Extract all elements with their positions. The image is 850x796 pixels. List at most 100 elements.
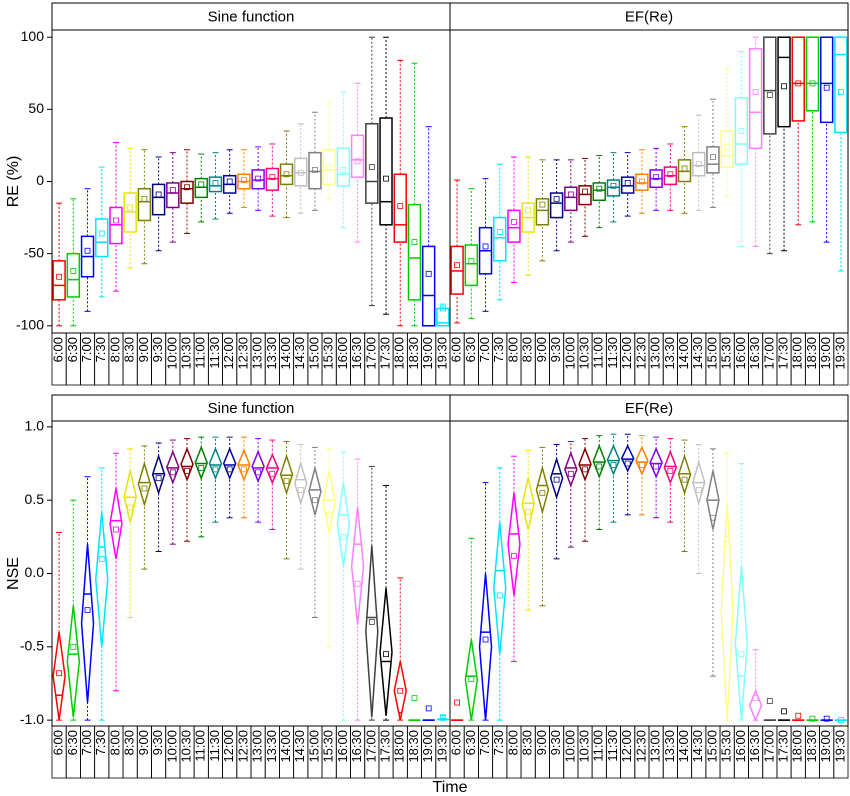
- x-tick-label: 17:00: [363, 337, 378, 370]
- box: [66, 252, 81, 298]
- mean: [553, 476, 560, 483]
- mean: [781, 708, 787, 715]
- diamond: [635, 445, 649, 476]
- x-tick-label: 18:00: [790, 337, 805, 370]
- box: [421, 245, 436, 327]
- x-tick-label: 10:30: [178, 730, 193, 763]
- x-tick-label: 12:00: [619, 730, 634, 763]
- y-tick-label: 0.0: [25, 564, 45, 580]
- x-label-cell: [833, 332, 849, 386]
- mean: [354, 580, 361, 587]
- x-tick-label: 12:30: [235, 337, 250, 370]
- mean: [582, 466, 588, 473]
- x-tick-label: 17:00: [761, 730, 776, 763]
- mean: [837, 717, 844, 724]
- diamond: [222, 446, 237, 481]
- mean: [482, 636, 489, 643]
- box: [393, 173, 407, 243]
- strip-title: Sine function: [208, 400, 295, 417]
- x-tick-label: 16:00: [733, 730, 748, 763]
- x-tick-label: 15:00: [704, 337, 719, 370]
- x-tick-label: 14:30: [292, 730, 307, 763]
- x-tick-label: 7:30: [491, 337, 506, 362]
- box: [748, 48, 763, 150]
- x-tick-label: 9:00: [534, 337, 549, 362]
- x-tick-label: 11:00: [193, 337, 208, 369]
- box: [564, 186, 578, 212]
- diamond: [322, 470, 336, 533]
- mean: [496, 229, 503, 235]
- mean: [496, 592, 503, 599]
- mean: [738, 651, 745, 658]
- x-tick-label: 8:00: [107, 730, 122, 755]
- x-tick-label: 15:30: [719, 730, 734, 763]
- mean: [411, 239, 418, 246]
- x-tick-label: 13:00: [648, 337, 663, 370]
- mean: [240, 466, 247, 473]
- plot-frame: [449, 29, 849, 334]
- x-tick-label: 12:30: [235, 730, 250, 763]
- x-tick-label: 6:30: [463, 337, 478, 362]
- mean: [340, 533, 347, 540]
- box: [805, 36, 820, 112]
- mean: [127, 204, 134, 211]
- x-tick-label: 12:00: [619, 337, 634, 370]
- diamond: [208, 446, 223, 481]
- box: [777, 36, 791, 128]
- mean: [98, 230, 105, 237]
- x-tick-label: 12:00: [221, 337, 236, 370]
- x-tick-label: 16:00: [733, 337, 748, 370]
- x-tick-label: 9:30: [548, 337, 563, 362]
- x-tick-label: 10:30: [576, 730, 591, 763]
- mean: [638, 178, 645, 185]
- box: [706, 146, 720, 174]
- mean: [752, 695, 759, 702]
- mean: [823, 715, 830, 722]
- x-tick-label: 19:00: [420, 337, 435, 370]
- diamond: [564, 451, 578, 488]
- diamond: [620, 444, 635, 473]
- x-tick-label: 14:30: [690, 337, 705, 370]
- mean: [70, 268, 77, 274]
- x-tick-label: 17:00: [761, 337, 776, 370]
- diamond: [137, 460, 152, 508]
- x-tick-label: 11:00: [591, 730, 606, 762]
- x-tick-label: 14:30: [292, 337, 307, 370]
- mean: [439, 714, 446, 721]
- box: [322, 149, 336, 186]
- mean: [638, 462, 645, 468]
- mean: [667, 467, 674, 474]
- x-tick-label: 10:00: [562, 730, 577, 763]
- mean: [511, 553, 517, 559]
- mean: [653, 174, 660, 181]
- mean: [368, 164, 375, 170]
- mean: [710, 154, 716, 160]
- plot-frame: [449, 420, 849, 727]
- mean: [113, 217, 119, 224]
- box: [720, 130, 734, 168]
- x-tick-label: 7:30: [93, 730, 108, 755]
- mean: [70, 643, 77, 650]
- x-tick-label: 8:30: [122, 337, 137, 362]
- box: [819, 36, 834, 124]
- box: [379, 117, 393, 226]
- x-tick-label: 18:00: [790, 730, 805, 763]
- diamond: [265, 452, 280, 485]
- diamond: [549, 456, 564, 500]
- diamond: [194, 445, 209, 481]
- mean: [653, 463, 660, 470]
- mean: [454, 262, 461, 269]
- x-tick-label: 10:30: [576, 337, 591, 370]
- x-tick-label: 11:30: [605, 730, 620, 762]
- x-tick-label: 19:30: [434, 730, 449, 763]
- x-tick-label: 15:00: [306, 730, 321, 763]
- y-axis-label: NSE: [5, 557, 22, 590]
- y-axis-label: RE (%): [5, 156, 22, 208]
- x-tick-label: 16:30: [747, 337, 762, 370]
- box: [279, 163, 294, 186]
- box: [137, 187, 152, 222]
- x-tick-label: 16:00: [335, 730, 350, 763]
- mean: [312, 497, 318, 504]
- x-tick-label: 19:00: [420, 730, 435, 763]
- mean: [169, 469, 176, 476]
